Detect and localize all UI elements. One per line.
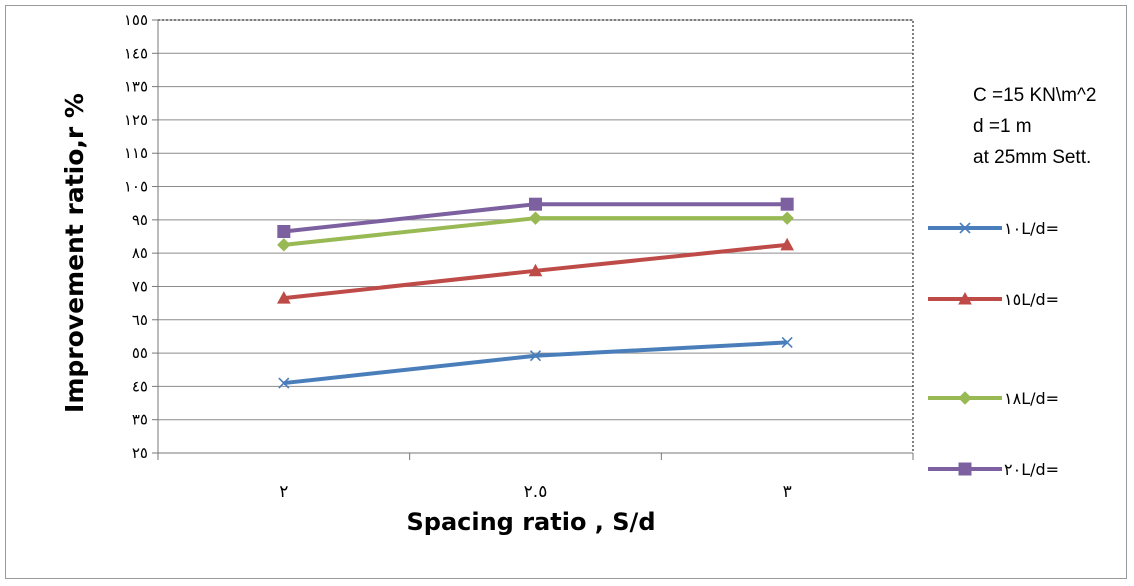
y-tick-label: ٤٥ <box>132 377 148 395</box>
y-tick-label: ٢٥ <box>132 444 148 462</box>
data-point <box>780 197 794 211</box>
y-tick-label: ١١٥ <box>124 144 148 162</box>
data-point <box>277 238 291 252</box>
data-point <box>529 350 542 362</box>
y-tick-label: ١٥٥ <box>124 11 148 29</box>
y-tick-label: ٨٥ <box>132 244 148 262</box>
data-point <box>780 211 794 225</box>
y-tick-label: ٧٥ <box>132 277 148 295</box>
y-tick-label: ١٣٥ <box>124 78 148 96</box>
data-point <box>276 291 291 304</box>
y-tick-label: ١٠٥ <box>124 178 148 196</box>
legend-marker <box>958 462 972 476</box>
annotation-cohesion: C =15 KN\m^2 <box>973 85 1097 106</box>
data-point <box>528 263 543 277</box>
legend-item: ١٥L/d= <box>928 290 1059 309</box>
y-tick-label: ١٤٥ <box>124 44 148 62</box>
y-tick-label: ٦٥ <box>132 311 148 329</box>
legend-item: ١٠L/d= <box>928 219 1059 238</box>
series-line-1 <box>283 340 788 386</box>
annotation-diameter: d =1 m <box>973 116 1032 137</box>
data-point <box>278 377 290 389</box>
x-ticks: ٢ ٢.٥ ٣ <box>157 453 914 502</box>
data-point <box>529 197 542 211</box>
legend-marker <box>958 391 972 405</box>
legend-marker <box>958 291 972 305</box>
data-point <box>528 211 543 225</box>
legend-label: ٢٠L/d= <box>1004 460 1059 479</box>
data-point <box>780 237 795 251</box>
chart-frame <box>5 5 1127 579</box>
x-tick-label: ٢.٥ <box>524 482 548 502</box>
legend: ١٠L/d= ١٥L/d= ١٨L/d= ٢٠L/d= <box>928 219 1059 479</box>
y-tick-label: ١٢٥ <box>124 111 148 129</box>
legend-label: ١٨L/d= <box>1004 389 1059 408</box>
y-tick-label: ٥٥ <box>132 344 148 362</box>
annotation-settlement: at 25mm Sett. <box>973 147 1091 168</box>
legend-item: ١٨L/d= <box>928 389 1059 408</box>
legend-item: ٢٠L/d= <box>928 460 1059 479</box>
legend-marker <box>959 222 971 234</box>
y-tick-label: ٣٥ <box>132 411 148 429</box>
y-tick-label: ٩٥ <box>132 211 148 229</box>
y-axis-title: Improvement ratio,r % <box>60 93 89 413</box>
x-axis-title: Spacing ratio , S/d <box>406 508 655 536</box>
plot-area-border <box>157 19 914 454</box>
data-point <box>781 336 793 348</box>
legend-label: ١٥L/d= <box>1004 290 1059 309</box>
annotation-block: C =15 KN\m^2 d =1 m at 25mm Sett. <box>973 85 1097 168</box>
legend-label: ١٠L/d= <box>1004 219 1059 238</box>
y-ticks: ٢٥ ٣٥ ٤٥ ٥٥ ٦٥ ٧٥ ٨٥ ٩٥ ١٠٥ ١١٥ ١٢٥ ١٣٥ ١٤٥ ١٥٥ <box>124 11 158 462</box>
series-markers <box>276 197 795 389</box>
x-tick-label: ٣ <box>783 482 792 502</box>
x-tick-label: ٢ <box>279 482 288 502</box>
data-point <box>277 225 291 239</box>
